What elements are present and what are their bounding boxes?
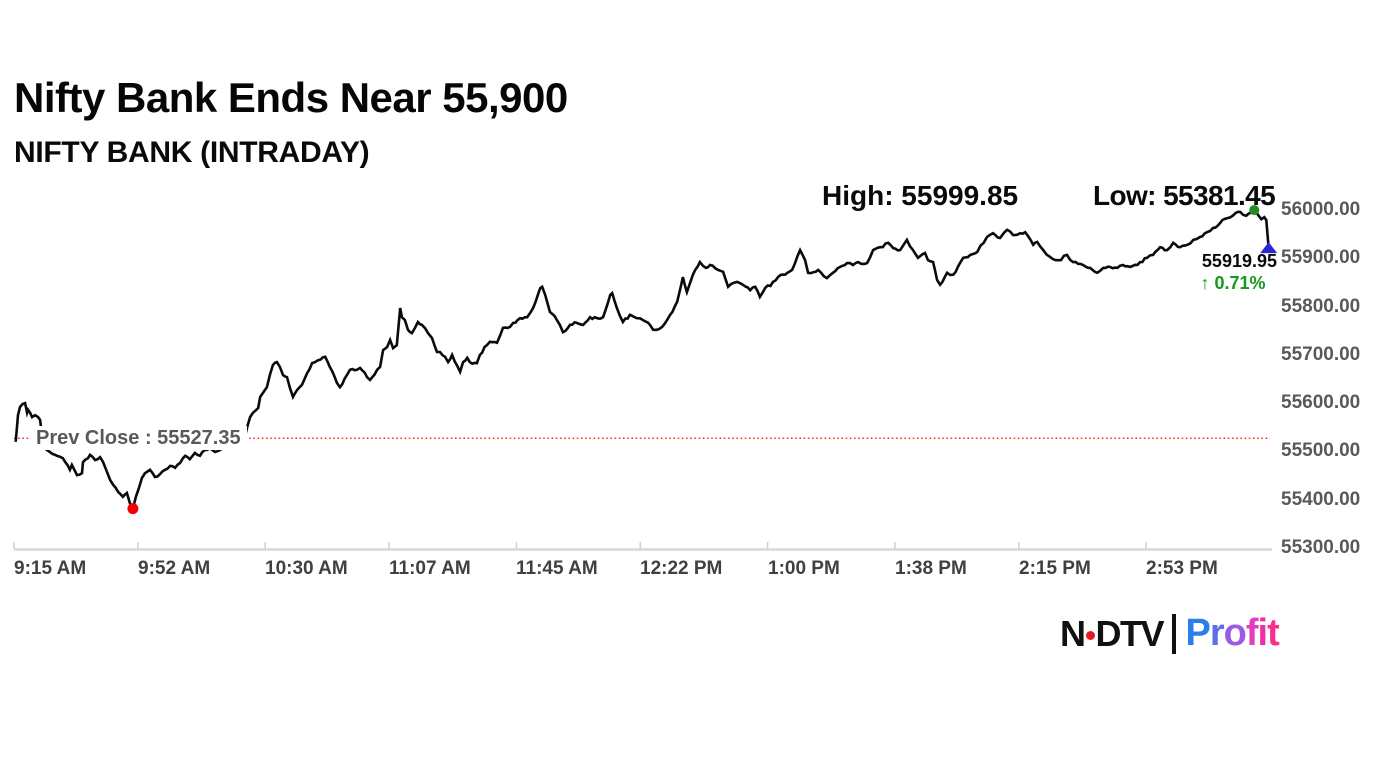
- last-price-triangle-marker: [1260, 242, 1278, 254]
- x-axis-label: 11:07 AM: [389, 558, 471, 579]
- up-arrow-icon: ↑: [1200, 273, 1210, 293]
- x-axis-label: 1:38 PM: [895, 558, 967, 579]
- change-percent-value: 0.71%: [1214, 273, 1266, 293]
- y-axis-label: 55400.00: [1281, 489, 1361, 510]
- x-axis-label: 10:30 AM: [265, 558, 348, 579]
- profit-letter: P: [1185, 612, 1211, 654]
- x-axis-label: 1:00 PM: [768, 558, 840, 579]
- page-title: Nifty Bank Ends Near 55,900: [14, 74, 568, 121]
- x-axis-ticks: [13, 542, 1147, 549]
- high-value-label: High: 55999.85: [822, 180, 1019, 211]
- change-percent-label: ↑ 0.71%: [1192, 273, 1274, 294]
- prev-close-label: Prev Close : 55527.35: [30, 426, 247, 450]
- y-axis-label: 55600.00: [1281, 392, 1361, 413]
- x-axis-label: 11:45 AM: [516, 558, 598, 579]
- profit-letter: t: [1267, 612, 1280, 654]
- low-point-dot: [127, 503, 139, 515]
- high-point-dot: [1249, 205, 1260, 216]
- y-axis-label: 56000.00: [1281, 199, 1361, 220]
- y-axis-label: 55700.00: [1281, 344, 1361, 365]
- y-axis-label: 55900.00: [1281, 247, 1361, 268]
- x-axis-label: 2:53 PM: [1146, 558, 1218, 579]
- ndtv-red-dot-icon: [1085, 631, 1095, 640]
- price-line: [14, 208, 1270, 513]
- y-axis-label: 55800.00: [1281, 296, 1361, 317]
- profit-wordmark: Profit: [1185, 612, 1280, 655]
- y-axis-label: 55300.00: [1281, 537, 1361, 558]
- profit-letter: r: [1209, 612, 1225, 654]
- x-axis-label: 2:15 PM: [1019, 558, 1091, 579]
- logo-separator-bar: [1172, 613, 1176, 654]
- low-value-label: Low: 55381.45: [1093, 180, 1276, 211]
- profit-letter: i: [1257, 612, 1269, 654]
- x-axis-label: 12:22 PM: [640, 558, 723, 579]
- ndtv-profit-logo: N DTV Profit: [1060, 612, 1280, 655]
- chart-subtitle: NIFTY BANK (INTRADAY): [14, 136, 370, 169]
- profit-letter: o: [1223, 612, 1247, 654]
- x-axis-label: 9:52 AM: [138, 558, 211, 579]
- ndtv-letters-dtv: DTV: [1095, 612, 1165, 654]
- x-axis-label: 9:15 AM: [14, 558, 87, 579]
- ndtv-wordmark: N DTV: [1060, 612, 1165, 655]
- profit-letter: f: [1245, 612, 1259, 654]
- y-axis-label: 55500.00: [1281, 440, 1361, 461]
- ndtv-letter-n: N: [1060, 612, 1086, 654]
- last-price-label: 55919.95: [1201, 251, 1277, 271]
